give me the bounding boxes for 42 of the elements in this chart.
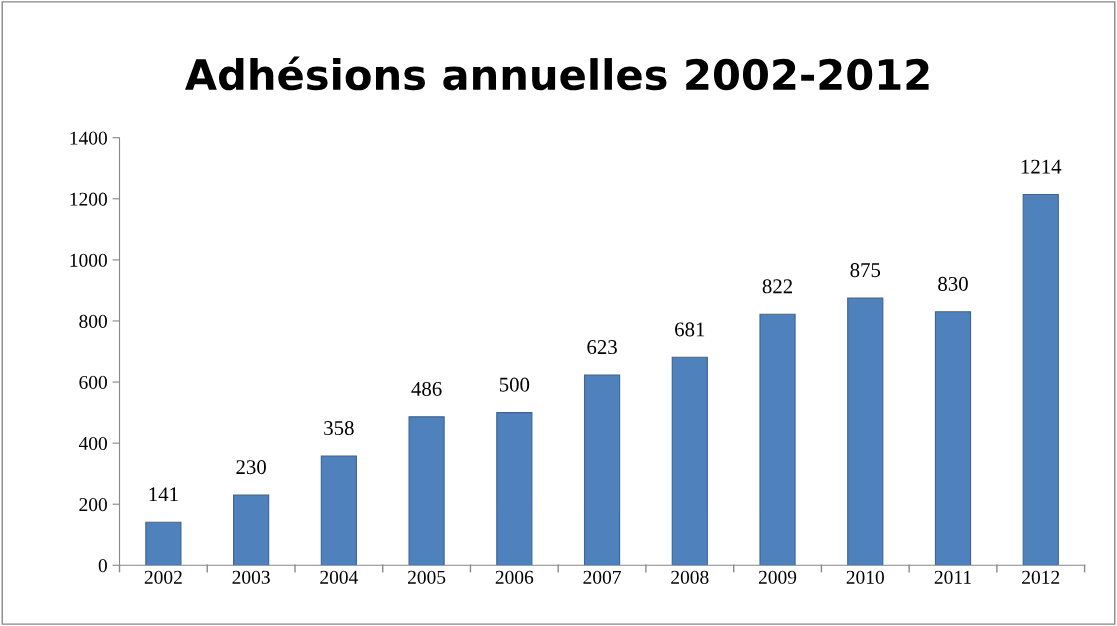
chart-title: Adhésions annuelles 2002-2012 (185, 56, 929, 91)
bar (145, 521, 182, 566)
x-tick-label: 2009 (758, 570, 797, 584)
x-tick-label: 2011 (934, 570, 971, 584)
data-label: 500 (499, 377, 530, 392)
x-tick-label: 2005 (408, 570, 446, 584)
y-tick-label: 1200 (70, 192, 107, 206)
bar (1022, 193, 1059, 566)
bar (934, 311, 972, 566)
data-label: 623 (587, 340, 617, 355)
data-label: 830 (938, 276, 968, 291)
y-tick-label: 1400 (70, 131, 107, 145)
y-tick-label: 0 (98, 559, 107, 573)
data-label: 230 (236, 460, 266, 475)
x-tick-label: 2004 (320, 570, 358, 584)
data-label: 1214 (1021, 159, 1062, 174)
y-tick-label: 400 (78, 436, 107, 451)
data-label: 681 (675, 322, 705, 337)
x-tick-label: 2010 (846, 570, 884, 584)
bar (408, 416, 445, 566)
bar (759, 313, 796, 566)
bar (233, 494, 270, 566)
y-tick-label: 800 (79, 314, 107, 328)
x-tick-label: 2008 (671, 570, 709, 584)
data-label: 875 (850, 263, 881, 278)
data-label: 141 (149, 487, 178, 502)
bar (671, 356, 708, 566)
bar (496, 412, 533, 566)
bar (583, 374, 621, 566)
x-tick-label: 2007 (583, 570, 621, 584)
bar (320, 455, 357, 566)
data-label: 486 (411, 381, 442, 396)
x-tick-label: 2002 (144, 570, 182, 584)
x-tick-label: 2012 (1022, 570, 1060, 584)
bar (847, 297, 884, 566)
x-tick-label: 2006 (495, 570, 534, 584)
y-tick-label: 200 (79, 498, 107, 512)
data-label: 358 (324, 420, 354, 436)
x-tick-label: 2003 (232, 570, 270, 584)
y-tick-label: 1000 (70, 253, 107, 267)
y-tick-label: 600 (79, 375, 107, 389)
data-label: 822 (762, 279, 793, 294)
